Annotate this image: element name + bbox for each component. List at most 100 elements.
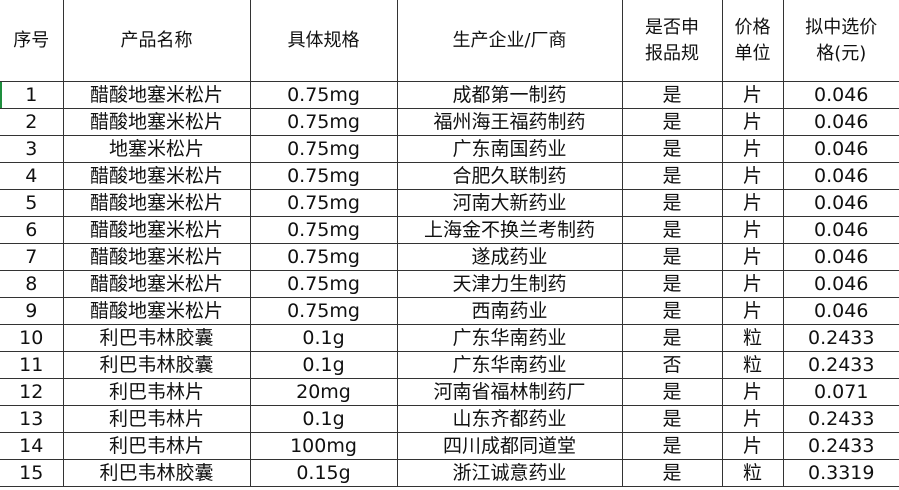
cell-specification[interactable]: 0.75mg: [249, 81, 398, 109]
cell-manufacturer[interactable]: 河南省福林制药厂: [396, 378, 623, 406]
cell-manufacturer[interactable]: 天津力生制药: [396, 270, 623, 298]
cell-product-name[interactable]: 利巴韦林片: [62, 378, 251, 406]
cell-manufacturer[interactable]: 西南药业: [396, 297, 623, 325]
cell-product-name[interactable]: 醋酸地塞米松片: [62, 216, 251, 244]
cell-manufacturer[interactable]: 遂成药业: [396, 243, 623, 271]
cell-price-unit[interactable]: 片: [721, 378, 784, 406]
cell-index[interactable]: 5: [0, 189, 64, 217]
cell-price-unit[interactable]: 片: [721, 243, 784, 271]
header-declared-spec[interactable]: 是否申 报品规: [621, 0, 723, 82]
cell-price-unit[interactable]: 片: [721, 189, 784, 217]
header-proposed-price[interactable]: 拟中选价 格(元): [782, 0, 899, 82]
cell-manufacturer[interactable]: 广东华南药业: [396, 324, 623, 352]
cell-manufacturer[interactable]: 广东南国药业: [396, 135, 623, 163]
cell-index[interactable]: 9: [0, 297, 64, 325]
cell-proposed-price[interactable]: 0.046: [782, 189, 899, 217]
cell-manufacturer[interactable]: 福州海王福药制药: [396, 108, 623, 136]
cell-declared-spec[interactable]: 是: [621, 270, 723, 298]
cell-product-name[interactable]: 利巴韦林片: [62, 405, 251, 433]
cell-specification[interactable]: 0.75mg: [249, 108, 398, 136]
cell-manufacturer[interactable]: 山东齐都药业: [396, 405, 623, 433]
cell-proposed-price[interactable]: 0.071: [782, 378, 899, 406]
header-manufacturer[interactable]: 生产企业/厂商: [396, 0, 623, 82]
cell-product-name[interactable]: 利巴韦林片: [62, 432, 251, 460]
cell-index[interactable]: 15: [0, 459, 64, 487]
cell-index[interactable]: 1: [0, 81, 64, 109]
cell-specification[interactable]: 0.75mg: [249, 297, 398, 325]
cell-product-name[interactable]: 利巴韦林胶囊: [62, 459, 251, 487]
cell-index[interactable]: 12: [0, 378, 64, 406]
cell-specification[interactable]: 0.1g: [249, 405, 398, 433]
cell-proposed-price[interactable]: 0.046: [782, 162, 899, 190]
cell-price-unit[interactable]: 片: [721, 162, 784, 190]
cell-index[interactable]: 11: [0, 351, 64, 379]
cell-product-name[interactable]: 利巴韦林胶囊: [62, 351, 251, 379]
cell-proposed-price[interactable]: 0.046: [782, 216, 899, 244]
cell-product-name[interactable]: 利巴韦林胶囊: [62, 324, 251, 352]
cell-index[interactable]: 7: [0, 243, 64, 271]
cell-declared-spec[interactable]: 是: [621, 405, 723, 433]
cell-index[interactable]: 6: [0, 216, 64, 244]
cell-proposed-price[interactable]: 0.2433: [782, 405, 899, 433]
cell-price-unit[interactable]: 粒: [721, 351, 784, 379]
cell-declared-spec[interactable]: 是: [621, 189, 723, 217]
cell-price-unit[interactable]: 片: [721, 135, 784, 163]
cell-product-name[interactable]: 醋酸地塞米松片: [62, 108, 251, 136]
header-product-name[interactable]: 产品名称: [62, 0, 251, 82]
cell-product-name[interactable]: 醋酸地塞米松片: [62, 189, 251, 217]
cell-proposed-price[interactable]: 0.046: [782, 297, 899, 325]
cell-specification[interactable]: 20mg: [249, 378, 398, 406]
cell-declared-spec[interactable]: 是: [621, 243, 723, 271]
cell-proposed-price[interactable]: 0.2433: [782, 432, 899, 460]
cell-index[interactable]: 10: [0, 324, 64, 352]
cell-price-unit[interactable]: 片: [721, 432, 784, 460]
cell-specification[interactable]: 100mg: [249, 432, 398, 460]
cell-manufacturer[interactable]: 河南大新药业: [396, 189, 623, 217]
cell-price-unit[interactable]: 粒: [721, 459, 784, 487]
cell-price-unit[interactable]: 片: [721, 270, 784, 298]
cell-product-name[interactable]: 醋酸地塞米松片: [62, 81, 251, 109]
cell-price-unit[interactable]: 片: [721, 81, 784, 109]
cell-declared-spec[interactable]: 是: [621, 432, 723, 460]
cell-specification[interactable]: 0.15g: [249, 459, 398, 487]
cell-price-unit[interactable]: 片: [721, 297, 784, 325]
cell-specification[interactable]: 0.75mg: [249, 162, 398, 190]
cell-proposed-price[interactable]: 0.046: [782, 270, 899, 298]
cell-specification[interactable]: 0.75mg: [249, 189, 398, 217]
cell-index[interactable]: 2: [0, 108, 64, 136]
cell-specification[interactable]: 0.75mg: [249, 135, 398, 163]
header-specification[interactable]: 具体规格: [249, 0, 398, 82]
cell-specification[interactable]: 0.75mg: [249, 270, 398, 298]
cell-proposed-price[interactable]: 0.2433: [782, 351, 899, 379]
cell-index[interactable]: 8: [0, 270, 64, 298]
cell-declared-spec[interactable]: 是: [621, 81, 723, 109]
cell-manufacturer[interactable]: 合肥久联制药: [396, 162, 623, 190]
cell-declared-spec[interactable]: 是: [621, 162, 723, 190]
cell-specification[interactable]: 0.1g: [249, 351, 398, 379]
cell-declared-spec[interactable]: 是: [621, 135, 723, 163]
cell-manufacturer[interactable]: 成都第一制药: [396, 81, 623, 109]
header-index[interactable]: 序号: [0, 0, 64, 82]
cell-price-unit[interactable]: 片: [721, 108, 784, 136]
cell-proposed-price[interactable]: 0.046: [782, 81, 899, 109]
cell-declared-spec[interactable]: 是: [621, 297, 723, 325]
cell-specification[interactable]: 0.1g: [249, 324, 398, 352]
cell-product-name[interactable]: 地塞米松片: [62, 135, 251, 163]
cell-declared-spec[interactable]: 是: [621, 324, 723, 352]
cell-index[interactable]: 14: [0, 432, 64, 460]
cell-price-unit[interactable]: 片: [721, 405, 784, 433]
cell-manufacturer[interactable]: 上海金不换兰考制药: [396, 216, 623, 244]
cell-index[interactable]: 13: [0, 405, 64, 433]
cell-product-name[interactable]: 醋酸地塞米松片: [62, 270, 251, 298]
header-price-unit[interactable]: 价格 单位: [721, 0, 784, 82]
cell-product-name[interactable]: 醋酸地塞米松片: [62, 243, 251, 271]
cell-price-unit[interactable]: 片: [721, 216, 784, 244]
cell-manufacturer[interactable]: 浙江诚意药业: [396, 459, 623, 487]
cell-manufacturer[interactable]: 广东华南药业: [396, 351, 623, 379]
cell-proposed-price[interactable]: 0.046: [782, 243, 899, 271]
cell-proposed-price[interactable]: 0.046: [782, 108, 899, 136]
cell-declared-spec[interactable]: 否: [621, 351, 723, 379]
cell-index[interactable]: 4: [0, 162, 64, 190]
cell-declared-spec[interactable]: 是: [621, 378, 723, 406]
cell-manufacturer[interactable]: 四川成都同道堂: [396, 432, 623, 460]
